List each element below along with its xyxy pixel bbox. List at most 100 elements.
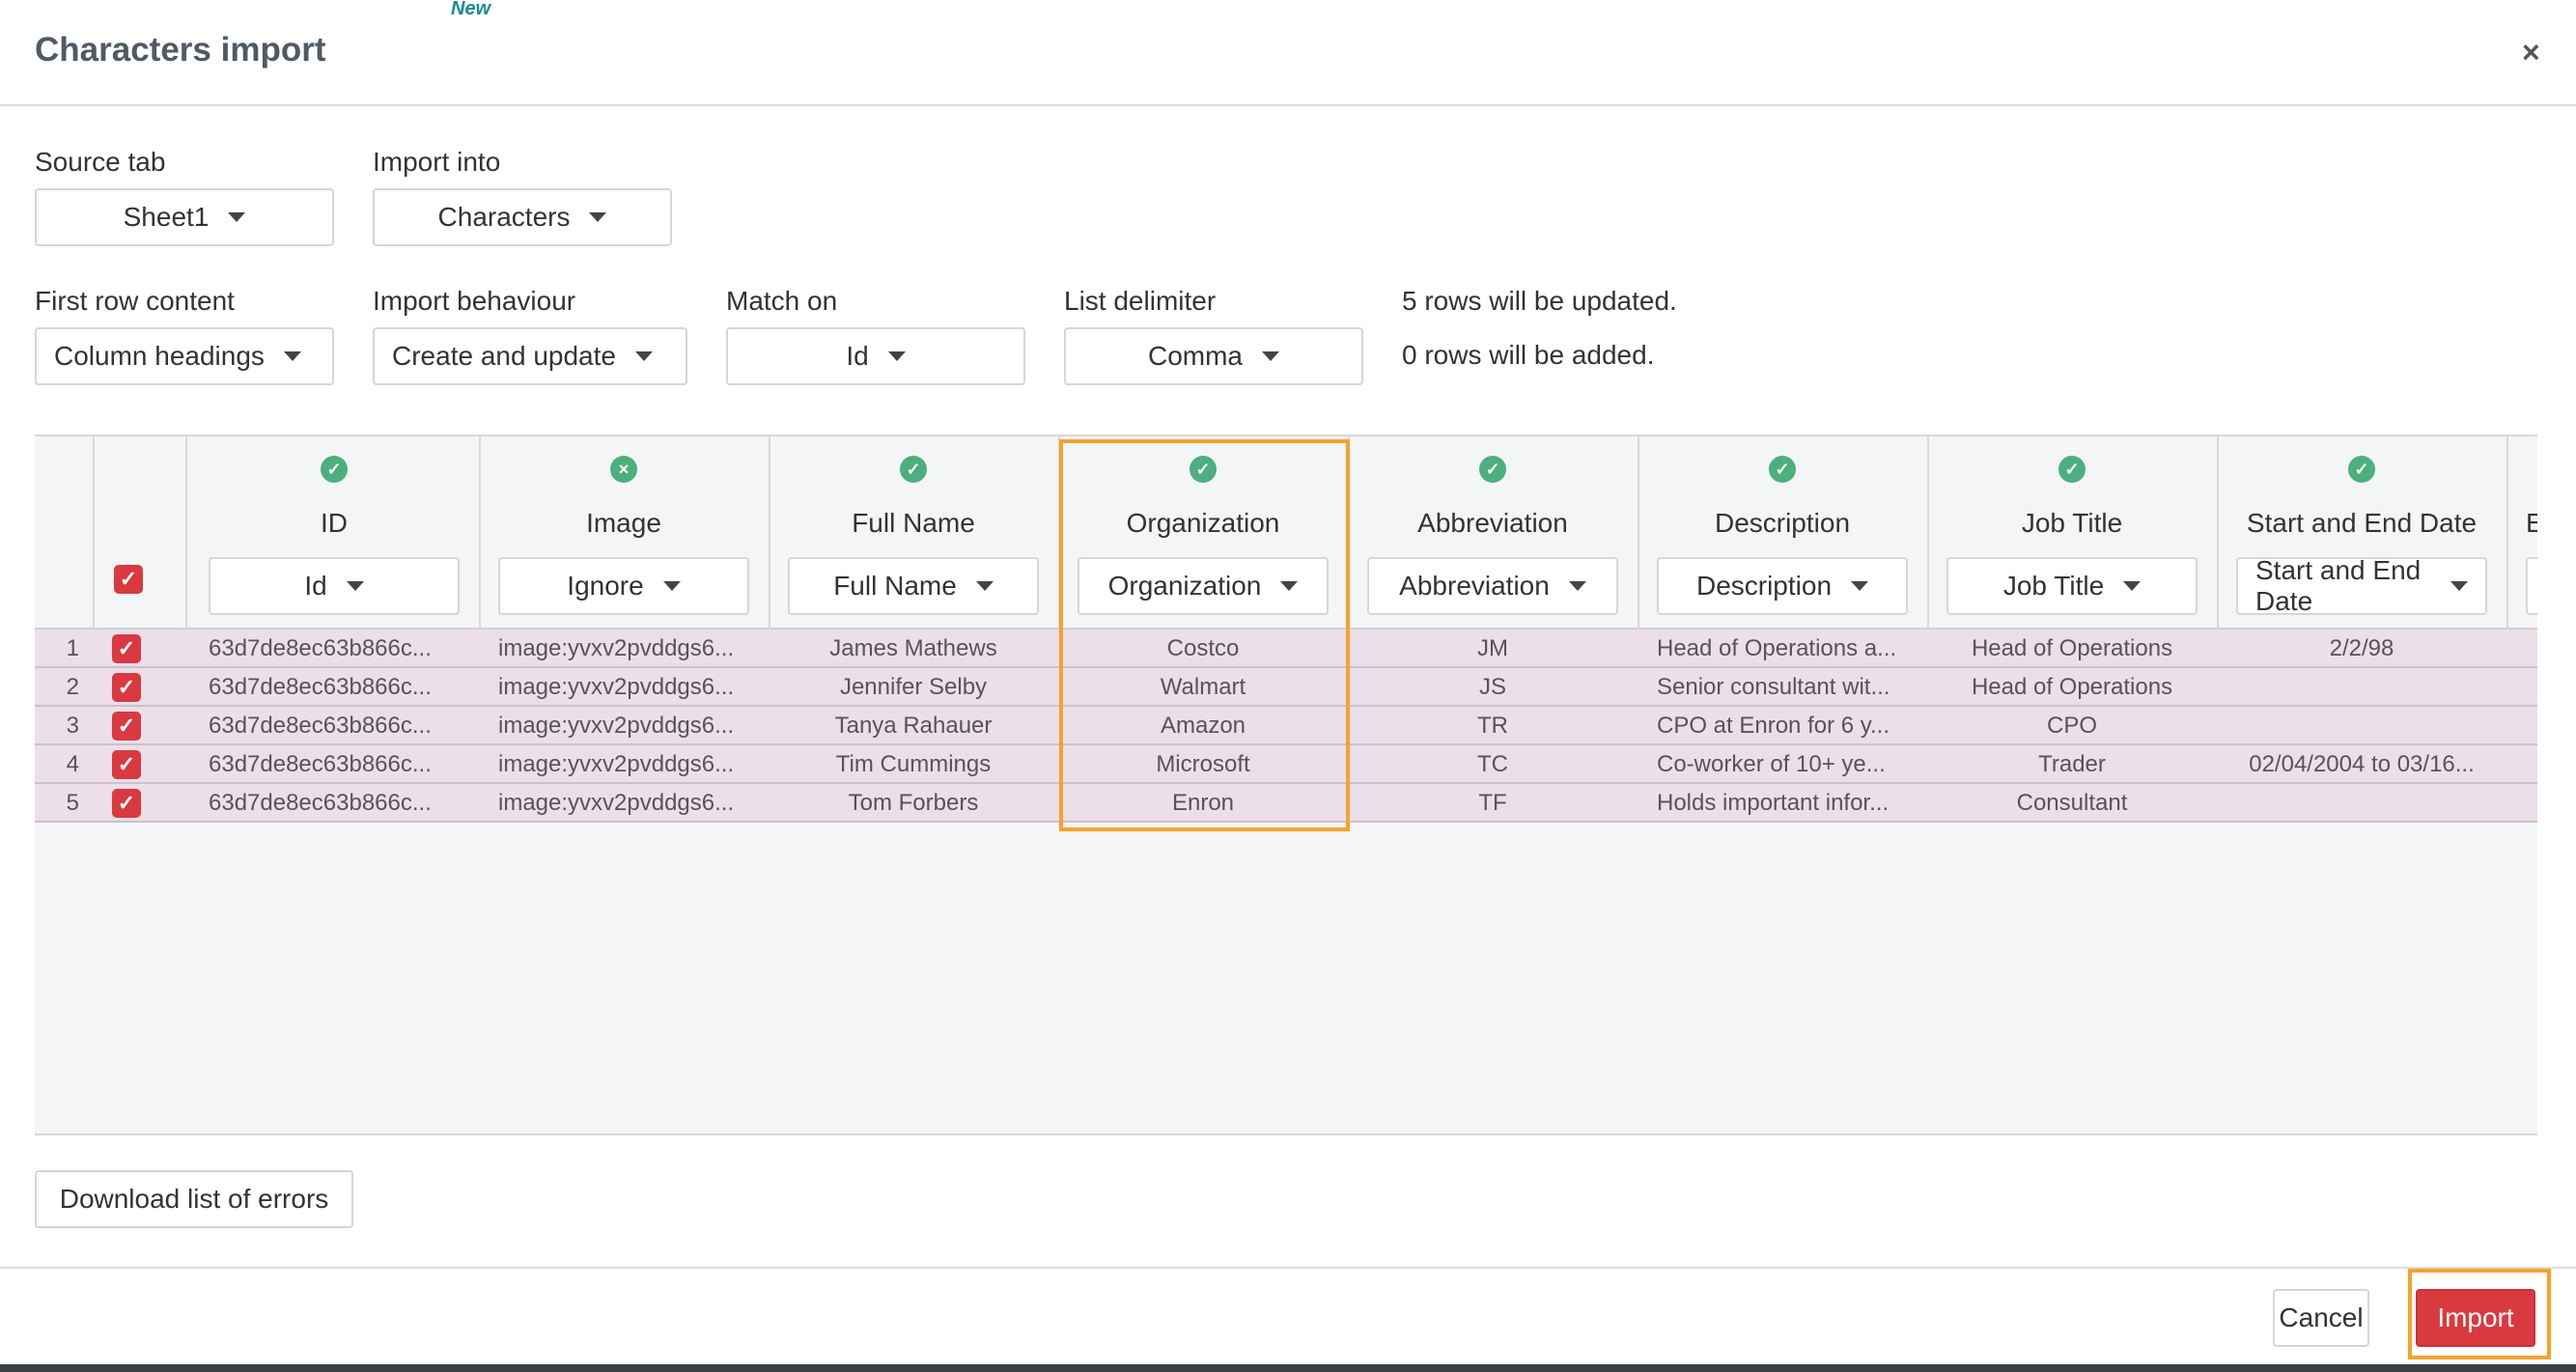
row-checkbox[interactable]: ✓	[112, 634, 141, 663]
caret-down-icon	[1851, 581, 1869, 591]
behaviour-value: Create and update	[392, 341, 616, 371]
table-cell-abbreviation: TR	[1477, 713, 1508, 739]
column-mapping-dropdown[interactable]: Full Name	[788, 557, 1039, 615]
table-cell-full-name: Jennifer Selby	[839, 674, 988, 700]
column-divider	[769, 434, 770, 823]
table-cell-id: 63d7de8ec63b866c...	[209, 751, 432, 777]
source-tab-value: Sheet1	[123, 202, 210, 232]
source-tab-dropdown[interactable]: Sheet1	[35, 188, 334, 246]
column-mapping-dropdown[interactable]: Job Title	[1946, 557, 2198, 615]
first-row-value: Column headings	[54, 341, 265, 371]
match-on-label: Match on	[726, 286, 838, 316]
column-title: Start and End Date	[2246, 508, 2478, 538]
table-cell-start-and-end-date: 2/2/98	[2329, 635, 2394, 661]
column-mapping-dropdown[interactable]: Id	[209, 557, 460, 615]
table-header: ✓ ✓ ID Id × Image Ignore ✓ Full Name Full Name ✓ O…	[35, 434, 2537, 630]
table-cell-id: 63d7de8ec63b866c...	[209, 635, 432, 661]
column-divider	[1638, 434, 1639, 823]
footer-divider	[0, 1267, 2576, 1269]
mapping-table: ✓ ✓ ID Id × Image Ignore ✓ Full Name Full Name ✓ O…	[35, 434, 2537, 1135]
import-into-value: Characters	[437, 202, 571, 232]
table-cell-description: Co-worker of 10+ ye...	[1657, 751, 1886, 777]
table-cell-organization: Amazon	[1160, 713, 1246, 739]
cancel-button[interactable]: Cancel	[2273, 1289, 2369, 1347]
table-cell-job-title: Head of Operations	[1971, 635, 2173, 661]
row-number: 3	[66, 713, 79, 739]
check-circle-icon: ✓	[1769, 456, 1796, 483]
match-on-dropdown[interactable]: Id	[726, 327, 1025, 385]
import-into-dropdown[interactable]: Characters	[373, 188, 672, 246]
column-mapping-dropdown[interactable]: Ignore	[498, 557, 749, 615]
row-checkbox[interactable]: ✓	[112, 750, 141, 779]
column-mapping-value: Organization	[1107, 571, 1262, 601]
column-mapping-dropdown[interactable]	[2526, 557, 2537, 615]
table-cell-organization: Microsoft	[1156, 751, 1250, 777]
table-row: 5 ✓ 63d7de8ec63b866c... image:yvxv2pvddgs6.…	[35, 784, 2537, 823]
row-checkbox[interactable]: ✓	[112, 712, 141, 741]
column-header-full-name: ✓ Full Name Full Name	[769, 436, 1058, 631]
row-number: 1	[66, 635, 79, 661]
select-all-checkbox[interactable]: ✓	[114, 565, 143, 594]
table-cell-abbreviation: JS	[1478, 674, 1506, 700]
column-mapping-dropdown[interactable]: Organization	[1078, 557, 1329, 615]
table-cell-full-name: Tom Forbers	[848, 790, 979, 816]
column-divider	[2506, 434, 2508, 823]
new-badge: New	[451, 0, 491, 19]
behaviour-label: Import behaviour	[373, 286, 576, 316]
table-cell-description: Senior consultant wit...	[1657, 674, 1890, 700]
column-title: Organization	[1126, 508, 1280, 538]
check-circle-icon: ✓	[900, 456, 927, 483]
close-icon[interactable]: ×	[2522, 35, 2540, 70]
download-errors-button[interactable]: Download list of errors	[35, 1170, 353, 1228]
caret-down-icon	[2450, 581, 2468, 591]
caret-down-icon	[1280, 581, 1299, 591]
table-cell-job-title: CPO	[2046, 713, 2097, 739]
import-button[interactable]: Import	[2416, 1289, 2535, 1347]
column-mapping-dropdown[interactable]: Abbreviation	[1367, 557, 1618, 615]
table-cell-image: image:yvxv2pvddgs6...	[498, 635, 735, 661]
check-circle-icon: ✓	[2058, 456, 2086, 483]
column-header-e: E	[2506, 436, 2537, 631]
delimiter-dropdown[interactable]: Comma	[1064, 327, 1363, 385]
table-cell-organization: Costco	[1166, 635, 1240, 661]
table-cell-job-title: Consultant	[2016, 790, 2128, 816]
table-cell-job-title: Head of Operations	[1971, 674, 2173, 700]
row-number: 4	[66, 751, 79, 777]
check-circle-icon: ✓	[2348, 456, 2375, 483]
first-row-label: First row content	[35, 286, 235, 316]
table-cell-id: 63d7de8ec63b866c...	[209, 674, 432, 700]
table-row: 1 ✓ 63d7de8ec63b866c... image:yvxv2pvddgs6.…	[35, 630, 2537, 668]
rows-updated-text: 5 rows will be updated.	[1402, 286, 1677, 316]
row-checkbox[interactable]: ✓	[112, 673, 141, 702]
column-title: E	[2526, 508, 2537, 539]
delimiter-value: Comma	[1147, 341, 1243, 371]
behaviour-dropdown[interactable]: Create and update	[373, 327, 687, 385]
column-mapping-value: Abbreviation	[1399, 571, 1550, 601]
column-title: Image	[586, 508, 661, 538]
table-cell-image: image:yvxv2pvddgs6...	[498, 713, 735, 739]
window-bottom-edge	[0, 1364, 2576, 1372]
column-title: Full Name	[852, 508, 975, 538]
column-header-image: × Image Ignore	[479, 436, 769, 631]
row-checkbox[interactable]: ✓	[112, 789, 141, 818]
column-header-abbreviation: ✓ Abbreviation Abbreviation	[1348, 436, 1638, 631]
caret-down-icon	[1262, 351, 1279, 361]
column-title: Job Title	[2021, 508, 2123, 538]
column-header-job-title: ✓ Job Title Job Title	[1927, 436, 2217, 631]
caret-down-icon	[228, 212, 246, 222]
match-on-value: Id	[846, 341, 869, 371]
caret-down-icon	[283, 351, 301, 361]
first-row-dropdown[interactable]: Column headings	[35, 327, 334, 385]
column-mapping-value: Job Title	[2002, 571, 2105, 601]
table-cell-start-and-end-date	[2236, 707, 2487, 745]
delimiter-label: List delimiter	[1064, 286, 1217, 316]
table-cell-start-and-end-date	[2236, 668, 2487, 707]
column-divider	[185, 434, 187, 823]
column-mapping-dropdown[interactable]: Description	[1657, 557, 1908, 615]
source-tab-label: Source tab	[35, 147, 166, 177]
column-header-id: ✓ ID Id	[189, 436, 479, 631]
column-mapping-dropdown[interactable]: Start and End Date	[2236, 555, 2487, 616]
table-cell-organization: Enron	[1171, 790, 1235, 816]
table-cell-description: Head of Operations a...	[1657, 635, 1897, 661]
table-row: 3 ✓ 63d7de8ec63b866c... image:yvxv2pvddgs6.…	[35, 707, 2537, 745]
